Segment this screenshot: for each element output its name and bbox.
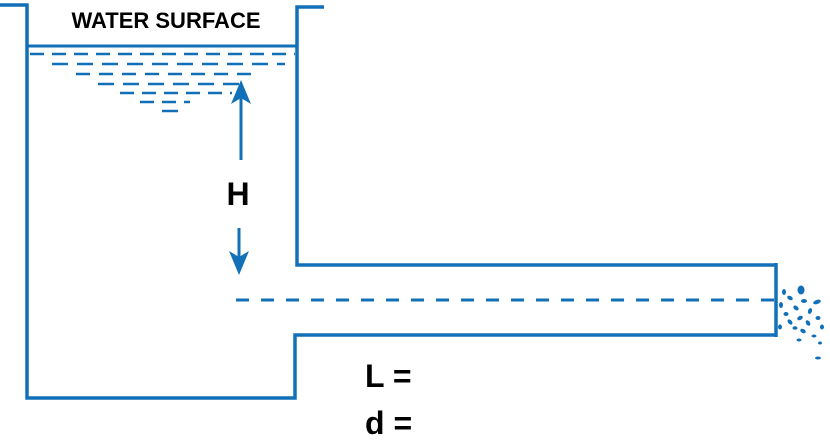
tank-left-wall <box>0 3 776 400</box>
head-label: H <box>226 176 249 212</box>
diameter-label: d = <box>365 405 412 441</box>
outlet-spray <box>778 285 824 360</box>
tank-right-wall <box>295 5 776 267</box>
water-ripples <box>30 52 295 113</box>
water-surface-label: WATER SURFACE <box>71 8 260 33</box>
head-up-arrow <box>231 80 251 160</box>
length-label: L = <box>365 358 412 394</box>
head-down-arrow <box>229 228 249 275</box>
